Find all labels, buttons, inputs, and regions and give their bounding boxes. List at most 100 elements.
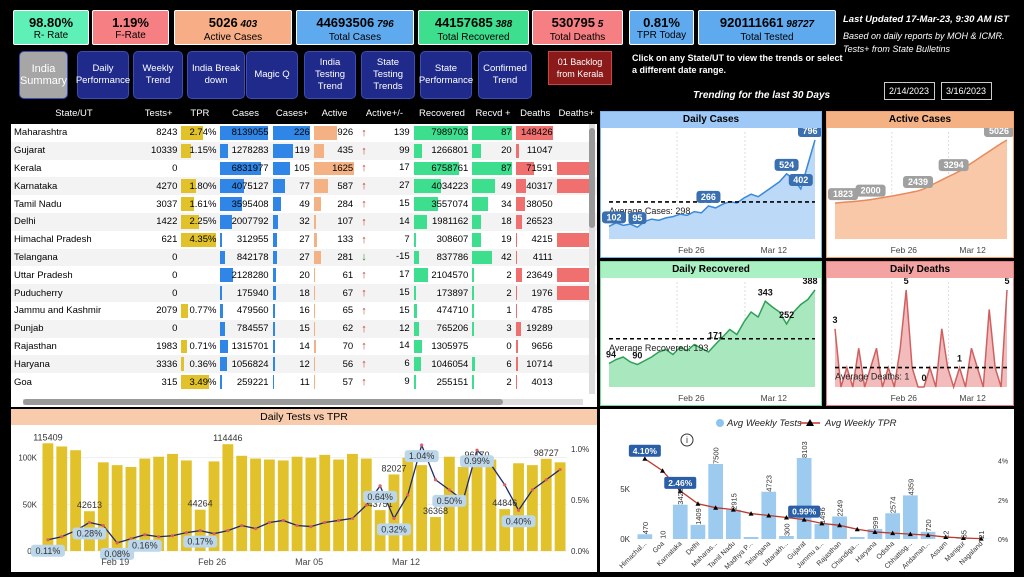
test-bar[interactable] <box>540 458 552 551</box>
test-bar[interactable] <box>111 465 123 551</box>
daily-cases-panel[interactable]: Daily Cases Average Cases: 298 102 95 266 52… <box>600 111 822 258</box>
test-bar[interactable] <box>56 446 68 551</box>
table-row[interactable]: Gujarat 10339 1.15% 1278283 119 435 ↑ 99 1266801… <box>11 141 597 160</box>
col-header[interactable]: Active+/- <box>356 102 413 124</box>
test-bar[interactable] <box>250 458 261 551</box>
test-bar[interactable] <box>430 517 441 551</box>
table-row[interactable]: Rajasthan 1983 0.71% 1315701 14 70 ↑ 14 1305975 0… <box>11 338 597 356</box>
weekly-bar[interactable] <box>885 513 900 539</box>
weekly-bar[interactable] <box>796 457 812 539</box>
cell-text: 4785 <box>531 305 553 317</box>
test-bar[interactable] <box>222 444 234 551</box>
test-bar[interactable] <box>153 456 165 551</box>
nav-weekly-trend[interactable]: Weekly Trend <box>133 51 183 99</box>
weekly-bar[interactable] <box>690 524 706 539</box>
test-bar[interactable] <box>402 457 414 551</box>
table-hscrollbar[interactable] <box>23 399 583 405</box>
test-bar[interactable] <box>305 457 317 551</box>
nav-state-testing-trends[interactable]: State Testing Trends <box>361 51 415 99</box>
cell-bar <box>220 214 233 229</box>
weekly-bar[interactable] <box>708 464 723 539</box>
test-bar[interactable] <box>526 465 538 551</box>
cell-tpr: 3.49% <box>180 373 219 391</box>
nav-magic-q[interactable]: Magic Q <box>246 51 298 99</box>
nav-india-testing-trend[interactable]: India Testing Trend <box>304 51 356 99</box>
table-row[interactable]: Haryana 3336 0.36% 1056824 12 56 ↑ 6 1046054 6 107… <box>11 355 597 374</box>
col-header[interactable]: Deaths+ <box>555 102 597 124</box>
test-bar[interactable] <box>319 454 331 551</box>
test-bar[interactable] <box>388 474 400 551</box>
date-from-input[interactable]: 2/14/2023 <box>884 82 935 100</box>
date-to-input[interactable]: 3/16/2023 <box>941 82 992 100</box>
tests-vs-tpr-panel[interactable]: Daily Tests vs TPR 0K50K100K0.0%0.5%1.0%… <box>11 409 597 572</box>
nav-state-performance[interactable]: State Performance <box>419 51 473 99</box>
test-bar[interactable] <box>263 459 275 551</box>
test-bar[interactable] <box>513 463 524 551</box>
col-header[interactable]: TPR <box>180 102 220 124</box>
nav-confirmed-trend[interactable]: Confirmed Trend <box>478 51 532 99</box>
weekly-bar[interactable] <box>726 509 741 539</box>
cell-active: ↑ 27 <box>356 177 413 196</box>
table-scrollbar[interactable] <box>589 124 595 394</box>
weekly-bar[interactable] <box>743 537 759 539</box>
test-bar[interactable] <box>167 453 178 551</box>
table-row[interactable]: Uttar Pradesh 0 2128280 20 61 ↑ 17 2104570 2 2364… <box>11 266 597 284</box>
test-bar[interactable] <box>485 459 497 551</box>
daily-recovered-panel[interactable]: Daily Recovered Average Recovered: 193 94… <box>600 261 822 406</box>
nav-india-break-down[interactable]: India Break down <box>187 51 245 99</box>
test-bar[interactable] <box>236 455 248 551</box>
test-bar[interactable] <box>70 450 82 551</box>
test-bar[interactable] <box>125 467 137 551</box>
cell-recvd: 18 <box>471 212 515 231</box>
test-bar[interactable] <box>180 460 192 551</box>
weekly-bar[interactable] <box>779 536 794 539</box>
test-bar[interactable] <box>208 461 220 551</box>
test-bar[interactable] <box>347 453 358 551</box>
table-row[interactable]: Karnataka 4270 1.80% 4075127 77 587 ↑ 27 4034223… <box>11 177 597 196</box>
test-bar[interactable] <box>416 465 428 551</box>
test-bar[interactable] <box>42 443 54 551</box>
col-header[interactable]: Recovered <box>412 102 472 124</box>
col-header[interactable]: State/UT <box>11 102 137 124</box>
test-bar[interactable] <box>471 461 483 551</box>
test-bar[interactable] <box>457 467 469 551</box>
table-row[interactable]: Jammu and Kashmir 2079 0.77% 479560 16 65 ↑ 15 4… <box>11 302 597 320</box>
col-header[interactable]: Cases <box>219 102 272 124</box>
col-header[interactable]: Recvd + <box>471 102 515 124</box>
weekly-chart-panel[interactable]: Avg Weekly Tests Avg Weekly TPR i 0K 5K 0% 2% 4… <box>600 409 1014 572</box>
test-bar[interactable] <box>139 458 151 551</box>
nav-daily-performance[interactable]: Daily Performance <box>76 51 130 99</box>
table-row[interactable]: Tamil Nadu 3037 1.61% 3595408 49 284 ↑ 15 355707… <box>11 195 597 213</box>
table-row[interactable]: Delhi 1422 2.25% 2007792 32 107 ↑ 14 1981162 18 26… <box>11 212 597 231</box>
col-header[interactable]: Deaths <box>514 102 556 124</box>
active-cases-panel[interactable]: Active Cases 1823 2000 2439 3294 5026 Feb 26 M… <box>826 111 1014 258</box>
test-bar[interactable] <box>97 462 109 551</box>
test-bar[interactable] <box>333 459 345 551</box>
col-header[interactable]: Tests+ <box>136 102 181 124</box>
test-bar[interactable] <box>277 460 289 551</box>
table-row[interactable]: Maharashtra 8243 2.74% 8139055 226 926 ↑ 139 798… <box>11 124 597 142</box>
daily-deaths-panel[interactable]: Daily Deaths Average Deaths: 1 3 5 0 1 5 Feb 2… <box>826 261 1014 406</box>
weekly-bar[interactable] <box>832 516 847 539</box>
weekly-bar[interactable] <box>672 504 688 539</box>
test-bar[interactable] <box>554 462 566 551</box>
backlog-kerala-button[interactable]: 01 Backlog from Kerala <box>548 51 612 85</box>
info-icon[interactable]: i <box>680 433 694 447</box>
weekly-bar[interactable] <box>849 537 865 539</box>
test-bar[interactable] <box>499 509 511 551</box>
table-row[interactable]: Himachal Pradesh 621 4.35% 312955 27 133 ↑ 7 308… <box>11 231 597 249</box>
weekly-bar[interactable] <box>903 495 918 539</box>
col-header[interactable]: Active <box>312 102 357 124</box>
cell-text: 1315701 <box>231 340 269 352</box>
nav-india-summary[interactable]: India Summary <box>19 51 68 99</box>
weekly-bar[interactable] <box>814 524 830 539</box>
col-header[interactable]: Cases+ <box>271 102 313 124</box>
weekly-bar[interactable] <box>867 529 883 539</box>
weekly-bar[interactable] <box>637 534 653 539</box>
test-bar[interactable] <box>291 456 303 551</box>
